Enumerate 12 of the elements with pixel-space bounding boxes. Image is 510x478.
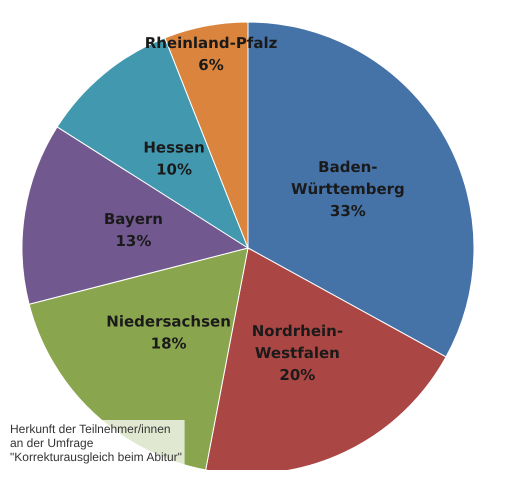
slice-label: Bayern [104, 210, 163, 228]
data-label: 13% [115, 232, 152, 250]
data-label: 10% [156, 160, 192, 179]
text: Herkunft der Teilnehmer/innen an der Umfrage "Korrekturausgleich beim Abitur" [10, 422, 182, 464]
data-label: 18% [150, 334, 187, 353]
slice-label: Niedersachsen [106, 312, 231, 331]
data-label: 20% [279, 366, 316, 384]
slice-label: Nordrhein-Westfalen [252, 322, 344, 362]
slice-label: Hessen [143, 138, 205, 157]
data-label: 6% [198, 56, 224, 74]
data-label: 33% [330, 202, 366, 220]
slice-label: Baden-Württemberg [290, 158, 405, 198]
